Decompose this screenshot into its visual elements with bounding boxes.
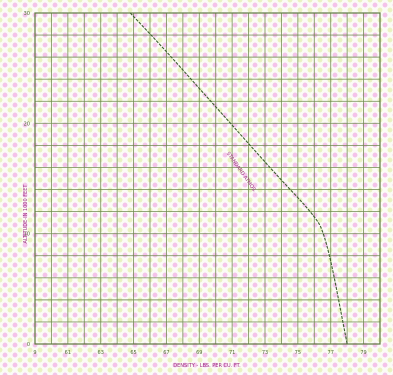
y-tick-label: 20 [24, 121, 30, 127]
x-tick-label: 71 [229, 350, 235, 356]
annotations: STANDARD ATMOS. [225, 151, 258, 194]
x-tick-label: 73 [262, 350, 268, 356]
y-tick-label: 10 [24, 232, 30, 238]
y-axis-label: ALTITUDE-IN 1000 FEET [23, 184, 29, 244]
x-axis-label: DENSITY - LBS. PER CU. FT. [173, 363, 241, 369]
x-tick-label: 63 [98, 350, 104, 356]
y-tick-label: 0 [27, 342, 30, 348]
grid-lines [34, 12, 381, 345]
y-tick-labels: 0 10 20 30 [24, 11, 30, 348]
plot-frame [34, 12, 381, 345]
x-tick-label: 77 [328, 350, 334, 356]
x-tick-label: 75 [295, 350, 301, 356]
x-tick-label: 69 [196, 350, 202, 356]
curve-annotation: STANDARD ATMOS. [225, 151, 258, 194]
x-tick-label: 65 [130, 350, 136, 356]
x-tick-label: 61 [65, 350, 71, 356]
x-tick-labels: 9 61 63 65 67 69 71 73 75 77 79 [33, 350, 366, 356]
series-curves [129, 12, 348, 345]
x-tick-label: 9 [33, 350, 36, 356]
x-tick-label: 79 [360, 350, 366, 356]
series-line [129, 12, 348, 345]
x-tick-label: 67 [163, 350, 169, 356]
y-tick-label: 30 [24, 11, 30, 17]
